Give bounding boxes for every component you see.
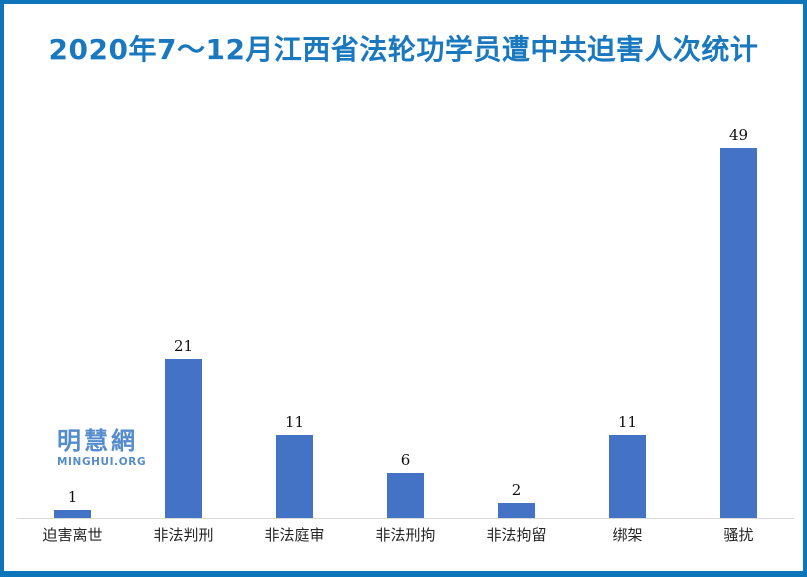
plot-area: 1 21 11 6 2 11 49 xyxy=(17,120,794,519)
category-label: 绑架 xyxy=(612,526,643,544)
bar-column: 2 xyxy=(461,120,572,518)
bar xyxy=(276,435,313,518)
bar-column: 11 xyxy=(239,120,350,518)
bar xyxy=(609,435,646,518)
bar-column: 1 xyxy=(17,120,128,518)
watermark-logo-text: 明慧網 xyxy=(57,427,138,455)
watermark-url-text: MINGHUI.ORG xyxy=(57,456,147,469)
bar xyxy=(54,510,91,518)
bar xyxy=(720,148,757,518)
bar-value-label: 11 xyxy=(284,413,305,431)
category-label: 骚扰 xyxy=(723,526,754,544)
category-label: 非法庭审 xyxy=(264,526,325,544)
category-label: 迫害离世 xyxy=(42,526,103,544)
bar-column: 6 xyxy=(350,120,461,518)
bar xyxy=(165,359,202,518)
bar-value-label: 2 xyxy=(511,481,522,499)
bar-value-label: 11 xyxy=(617,413,638,431)
category-label: 非法刑拘 xyxy=(375,526,436,544)
category-label: 非法判刑 xyxy=(153,526,214,544)
bar-value-label: 49 xyxy=(728,126,749,144)
minghui-watermark: 明慧網 MINGHUI.ORG xyxy=(57,427,147,469)
bar-value-label: 21 xyxy=(173,337,194,355)
bar-column: 21 xyxy=(128,120,239,518)
bar xyxy=(387,473,424,518)
bar-value-label: 1 xyxy=(67,488,78,506)
bar-column: 11 xyxy=(572,120,683,518)
category-label: 非法拘留 xyxy=(486,526,547,544)
bar-column: 49 xyxy=(683,120,794,518)
bar-value-label: 6 xyxy=(400,451,411,469)
category-axis: 迫害离世 非法判刑 非法庭审 非法刑拘 非法拘留 绑架 骚扰 xyxy=(17,525,794,546)
chart-title: 2020年7～12月江西省法轮功学员遭中共迫害人次统计 xyxy=(48,33,759,66)
bar xyxy=(498,503,535,518)
